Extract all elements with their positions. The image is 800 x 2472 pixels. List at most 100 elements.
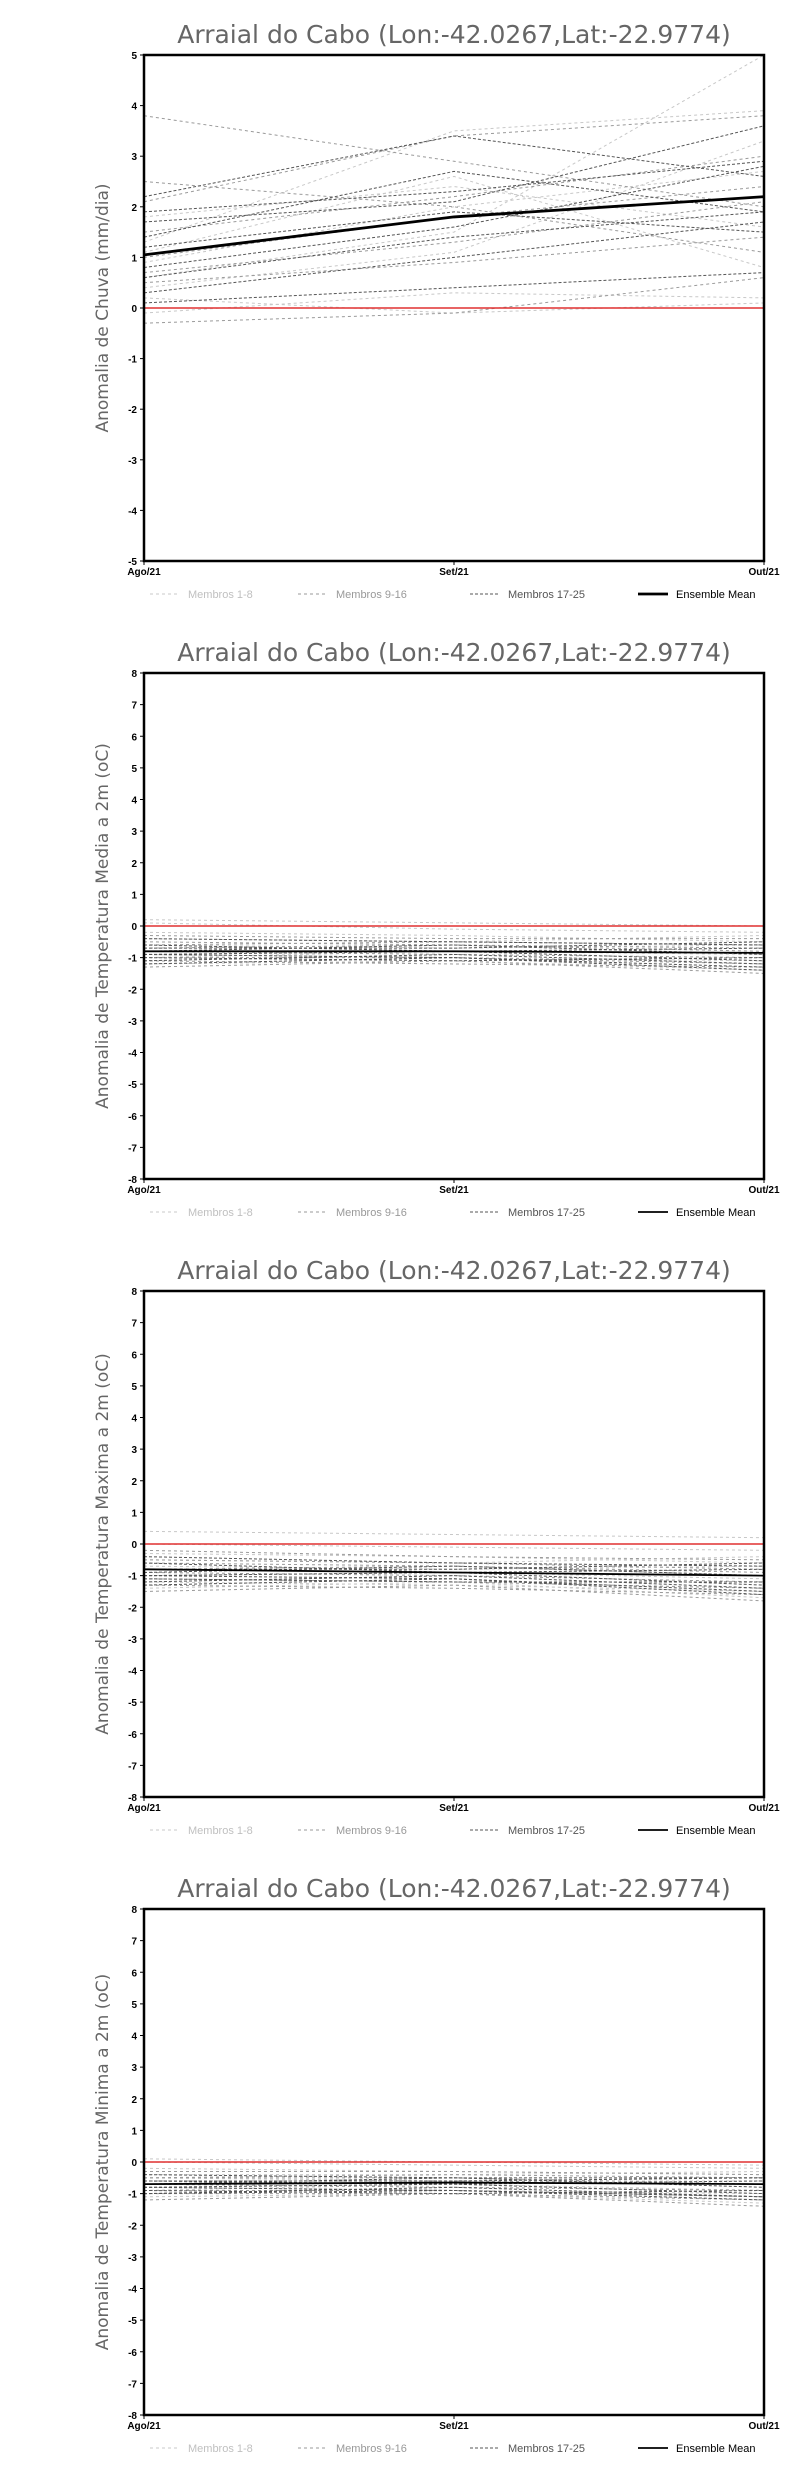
member-series-line (143, 2186, 765, 2198)
member-series-line (143, 1584, 765, 1596)
y-tick-label: 7 (131, 1319, 137, 1330)
x-tick-label: Out/21 (748, 1185, 780, 1196)
member-series-line (144, 2170, 765, 2176)
member-series-line (143, 931, 765, 943)
x-tick-label: Ago/21 (127, 2421, 161, 2432)
chart-title: Arraial do Cabo (Lon:-42.0267,Lat:-22.97… (177, 20, 730, 49)
member-series-line (143, 2186, 765, 2198)
y-tick-label: 4 (131, 2032, 137, 2043)
legend-label-members_1_8: Membros 1-8 (188, 2443, 253, 2455)
member-series-line (143, 1584, 765, 1602)
member-series-line (143, 160, 765, 213)
y-tick-label: 8 (131, 1905, 137, 1916)
ensemble-mean-line (144, 950, 765, 954)
member-series-line (143, 292, 765, 314)
legend-label-ensemble_mean: Ensemble Mean (676, 1207, 756, 1219)
y-tick-label: 1 (131, 2126, 137, 2137)
member-series-line (143, 922, 765, 933)
legend-label-members_1_8: Membros 1-8 (188, 589, 253, 601)
member-series-line (143, 1552, 765, 1564)
y-tick-label: -1 (128, 954, 137, 965)
y-tick-label: 0 (131, 2158, 137, 2169)
y-tick-label: -6 (128, 2348, 137, 2359)
member-series-line (143, 201, 765, 274)
member-series-line (143, 211, 765, 279)
legend-label-members_9_16: Membros 9-16 (336, 589, 407, 601)
y-tick-label: -2 (128, 2221, 137, 2232)
member-series-line (143, 1578, 765, 1589)
legend-label-members_17_25: Membros 17-25 (508, 1825, 585, 1837)
y-tick-label: 2 (131, 859, 137, 870)
y-tick-label: 1 (131, 253, 137, 264)
y-tick-label: 7 (131, 1937, 137, 1948)
y-tick-label: 2 (131, 203, 137, 214)
member-series-line (143, 950, 765, 959)
member-series-line (143, 2161, 765, 2169)
member-series-line (143, 1549, 765, 1561)
member-series-line (144, 2177, 765, 2182)
member-series-line (143, 944, 765, 955)
member-series-line (143, 1530, 765, 1539)
y-tick-label: 3 (131, 2063, 137, 2074)
y-tick-label: -8 (128, 1793, 137, 1804)
y-axis-label: Anomalia de Temperatura Maxima a 2m (oC) (93, 1353, 113, 1735)
legend-label-members_9_16: Membros 9-16 (336, 2443, 407, 2455)
member-series-line (143, 181, 765, 253)
x-tick-label: Out/21 (748, 1803, 780, 1814)
x-tick-label: Ago/21 (127, 567, 161, 578)
ensemble-mean-line (143, 1568, 765, 1577)
member-series-line (143, 2189, 765, 2195)
member-series-line (144, 2170, 765, 2176)
x-tick-label: Out/21 (748, 2421, 780, 2432)
y-tick-label: -3 (128, 1017, 137, 1028)
x-tick-label: Set/21 (439, 1803, 469, 1814)
legend-label-ensemble_mean: Ensemble Mean (676, 1825, 756, 1837)
member-series-line (143, 272, 765, 304)
member-series-line (143, 1565, 765, 1577)
y-tick-label: -1 (128, 355, 137, 366)
x-tick-label: Out/21 (748, 567, 780, 578)
member-series-line (143, 1571, 765, 1580)
member-series-line (143, 960, 765, 971)
y-tick-label: -2 (128, 1603, 137, 1614)
member-series-line (143, 175, 765, 268)
y-tick-label: -3 (128, 456, 137, 467)
y-axis-label: Anomalia de Temperatura Minima a 2m (oC) (93, 1974, 113, 2351)
member-series-line (143, 211, 765, 248)
y-tick-label: 6 (131, 1350, 137, 1361)
y-tick-label: 5 (131, 51, 137, 62)
member-series-line (143, 236, 765, 284)
member-series-line (143, 1578, 764, 1583)
member-series-line (143, 2180, 765, 2185)
member-series-line (144, 957, 765, 965)
member-series-line (143, 186, 765, 228)
y-tick-label: -4 (128, 506, 137, 517)
member-series-line (143, 953, 765, 965)
legend-label-ensemble_mean: Ensemble Mean (676, 589, 756, 601)
y-tick-label: 2 (131, 2095, 137, 2106)
y-tick-label: 2 (131, 1477, 137, 1488)
member-series-line (143, 934, 764, 940)
ensemble-mean-line (143, 195, 765, 257)
y-tick-label: 1 (131, 890, 137, 901)
y-tick-label: 3 (131, 152, 137, 163)
chart-panel-2: Arraial do Cabo (Lon:-42.0267,Lat:-22.97… (93, 638, 780, 1219)
legend-label-members_17_25: Membros 17-25 (508, 589, 585, 601)
y-tick-label: 6 (131, 1968, 137, 1979)
y-tick-label: -6 (128, 1112, 137, 1123)
member-series-line (143, 115, 765, 203)
y-tick-label: -5 (128, 2316, 137, 2327)
member-series-line (143, 186, 765, 258)
member-series-line (143, 960, 765, 974)
legend-label-members_17_25: Membros 17-25 (508, 2443, 585, 2455)
x-tick-label: Set/21 (439, 567, 469, 578)
plot-frame (142, 1907, 766, 2417)
member-series-line (143, 1559, 765, 1570)
y-tick-label: -3 (128, 1635, 137, 1646)
chart-title: Arraial do Cabo (Lon:-42.0267,Lat:-22.97… (177, 1874, 730, 1903)
member-series-line (144, 2193, 765, 2201)
member-series-line (143, 2183, 765, 2195)
legend-label-members_9_16: Membros 9-16 (336, 1825, 407, 1837)
member-series-line (143, 957, 765, 962)
member-series-line (143, 1571, 765, 1583)
